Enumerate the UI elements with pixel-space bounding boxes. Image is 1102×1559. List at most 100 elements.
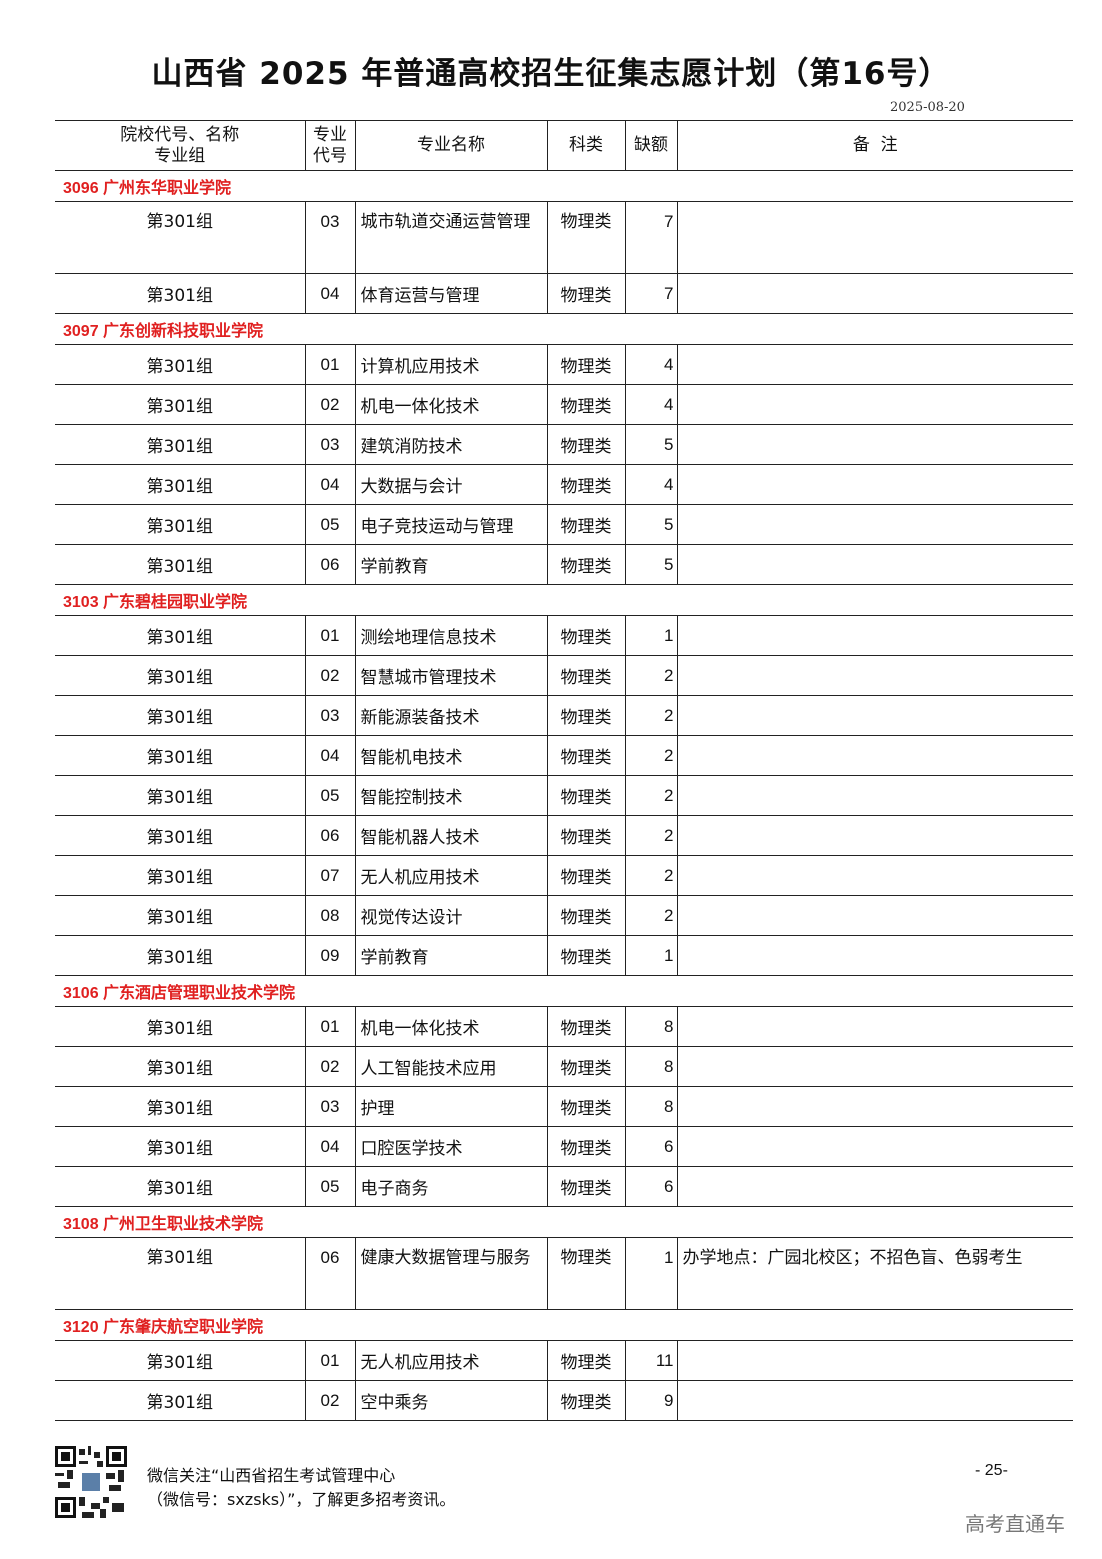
cell-note bbox=[676, 815, 1073, 856]
table-row: 第301组 02 人工智能技术应用 物理类 8 bbox=[55, 1046, 1073, 1087]
cell-type: 物理类 bbox=[546, 544, 625, 585]
cell-type: 物理类 bbox=[546, 775, 625, 816]
cell-count: 8 bbox=[624, 1006, 677, 1047]
cell-group: 第301组 bbox=[55, 273, 305, 314]
cell-count: 4 bbox=[624, 344, 677, 385]
header-name: 专业名称 bbox=[354, 120, 547, 171]
table-row: 第301组 02 空中乘务 物理类 9 bbox=[55, 1380, 1073, 1421]
cell-name: 视觉传达设计 bbox=[354, 895, 547, 936]
cell-note bbox=[676, 1380, 1073, 1421]
cell-type: 物理类 bbox=[546, 464, 625, 505]
cell-group: 第301组 bbox=[55, 384, 305, 425]
cell-code: 06 bbox=[304, 815, 355, 856]
table-row: 第301组 04 体育运营与管理 物理类 7 bbox=[55, 273, 1073, 314]
cell-code: 04 bbox=[304, 273, 355, 314]
cell-note bbox=[676, 775, 1073, 816]
cell-count: 2 bbox=[624, 735, 677, 776]
cell-note bbox=[676, 544, 1073, 585]
cell-name: 智能控制技术 bbox=[354, 775, 547, 816]
table-row: 第301组 06 健康大数据管理与服务 物理类 1 办学地点：广园北校区；不招色盲、色弱考… bbox=[55, 1237, 1073, 1310]
cell-count: 2 bbox=[624, 855, 677, 896]
cell-count: 8 bbox=[624, 1086, 677, 1127]
cell-name: 空中乘务 bbox=[354, 1380, 547, 1421]
cell-group: 第301组 bbox=[55, 344, 305, 385]
cell-count: 1 bbox=[624, 1237, 677, 1310]
table-row: 第301组 04 口腔医学技术 物理类 6 bbox=[55, 1126, 1073, 1167]
cell-count: 5 bbox=[624, 504, 677, 545]
cell-code: 04 bbox=[304, 1126, 355, 1167]
cell-group: 第301组 bbox=[55, 815, 305, 856]
cell-code: 05 bbox=[304, 504, 355, 545]
cell-name: 口腔医学技术 bbox=[354, 1126, 547, 1167]
cell-group: 第301组 bbox=[55, 695, 305, 736]
cell-name: 城市轨道交通运营管理 bbox=[354, 201, 547, 274]
cell-type: 物理类 bbox=[546, 424, 625, 465]
cell-group: 第301组 bbox=[55, 424, 305, 465]
table-row: 第301组 05 电子竞技运动与管理 物理类 5 bbox=[55, 504, 1073, 545]
cell-count: 2 bbox=[624, 775, 677, 816]
cell-count: 1 bbox=[624, 935, 677, 976]
cell-note bbox=[676, 655, 1073, 696]
table-row: 第301组 05 智能控制技术 物理类 2 bbox=[55, 775, 1073, 816]
cell-group: 第301组 bbox=[55, 615, 305, 656]
cell-code: 04 bbox=[304, 464, 355, 505]
cell-group: 第301组 bbox=[55, 1237, 305, 1310]
cell-note bbox=[676, 1166, 1073, 1207]
wechat-follow-text: 微信关注“山西省招生考试管理中心 bbox=[147, 1466, 396, 1485]
cell-count: 8 bbox=[624, 1046, 677, 1087]
school-name: 3120 广东肇庆航空职业学院 bbox=[55, 1309, 1073, 1341]
cell-group: 第301组 bbox=[55, 1166, 305, 1207]
school-row: 3097 广东创新科技职业学院 bbox=[55, 313, 1073, 345]
cell-count: 2 bbox=[624, 815, 677, 856]
cell-type: 物理类 bbox=[546, 1006, 625, 1047]
cell-note bbox=[676, 1126, 1073, 1167]
cell-name: 机电一体化技术 bbox=[354, 384, 547, 425]
cell-group: 第301组 bbox=[55, 735, 305, 776]
school-name: 3108 广州卫生职业技术学院 bbox=[55, 1206, 1073, 1238]
table-row: 第301组 04 大数据与会计 物理类 4 bbox=[55, 464, 1073, 505]
cell-type: 物理类 bbox=[546, 384, 625, 425]
cell-note bbox=[676, 1006, 1073, 1047]
table-row: 第301组 01 测绘地理信息技术 物理类 1 bbox=[55, 615, 1073, 656]
cell-count: 9 bbox=[624, 1380, 677, 1421]
cell-count: 7 bbox=[624, 273, 677, 314]
qr-code-icon bbox=[55, 1446, 127, 1518]
cell-name: 无人机应用技术 bbox=[354, 1340, 547, 1381]
table-header: 院校代号、名称 专业组 专业 代号 专业名称 科类 缺额 备 注 bbox=[55, 120, 1073, 171]
cell-code: 08 bbox=[304, 895, 355, 936]
cell-code: 03 bbox=[304, 1086, 355, 1127]
cell-type: 物理类 bbox=[546, 815, 625, 856]
cell-group: 第301组 bbox=[55, 1086, 305, 1127]
cell-code: 02 bbox=[304, 1046, 355, 1087]
school-row: 3120 广东肇庆航空职业学院 bbox=[55, 1309, 1073, 1341]
cell-group: 第301组 bbox=[55, 201, 305, 274]
table-row: 第301组 03 护理 物理类 8 bbox=[55, 1086, 1073, 1127]
cell-type: 物理类 bbox=[546, 695, 625, 736]
page-title: 山西省 2025 年普通高校招生征集志愿计划（第16号） bbox=[151, 56, 951, 92]
cell-note bbox=[676, 935, 1073, 976]
school-name: 3097 广东创新科技职业学院 bbox=[55, 313, 1073, 345]
cell-name: 测绘地理信息技术 bbox=[354, 615, 547, 656]
cell-note bbox=[676, 504, 1073, 545]
cell-code: 01 bbox=[304, 1006, 355, 1047]
cell-code: 03 bbox=[304, 201, 355, 274]
cell-type: 物理类 bbox=[546, 1126, 625, 1167]
footer: 微信关注“山西省招生考试管理中心 （微信号：sxzsks）”，了解更多招考资讯。… bbox=[55, 1446, 1073, 1546]
cell-type: 物理类 bbox=[546, 1340, 625, 1381]
header-code: 专业 代号 bbox=[304, 120, 355, 171]
watermark: 高考直通车 bbox=[965, 1512, 1065, 1536]
cell-note bbox=[676, 735, 1073, 776]
document-date: 2025-08-20 bbox=[890, 100, 965, 115]
wechat-id-text: （微信号：sxzsks）”，了解更多招考资讯。 bbox=[147, 1490, 456, 1509]
table-row: 第301组 06 智能机器人技术 物理类 2 bbox=[55, 815, 1073, 856]
school-row: 3096 广州东华职业学院 bbox=[55, 170, 1073, 202]
cell-code: 01 bbox=[304, 615, 355, 656]
cell-code: 05 bbox=[304, 1166, 355, 1207]
cell-count: 4 bbox=[624, 384, 677, 425]
cell-name: 大数据与会计 bbox=[354, 464, 547, 505]
cell-name: 学前教育 bbox=[354, 544, 547, 585]
cell-type: 物理类 bbox=[546, 615, 625, 656]
cell-group: 第301组 bbox=[55, 1006, 305, 1047]
table-row: 第301组 01 机电一体化技术 物理类 8 bbox=[55, 1006, 1073, 1047]
